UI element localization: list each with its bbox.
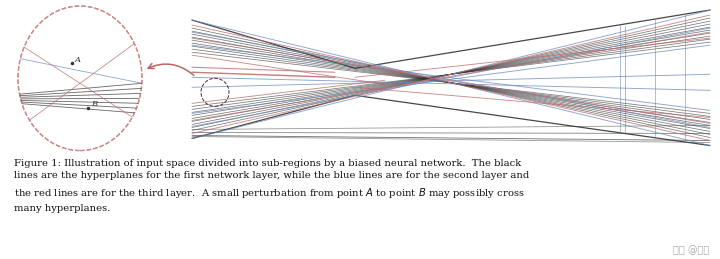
Ellipse shape <box>18 6 142 150</box>
Text: Figure 1: Illustration of input space divided into sub-regions by a biased neura: Figure 1: Illustration of input space di… <box>14 159 530 213</box>
Text: B: B <box>91 100 97 108</box>
Text: 知乎 @若羽: 知乎 @若羽 <box>673 245 709 255</box>
Text: A: A <box>75 56 81 64</box>
